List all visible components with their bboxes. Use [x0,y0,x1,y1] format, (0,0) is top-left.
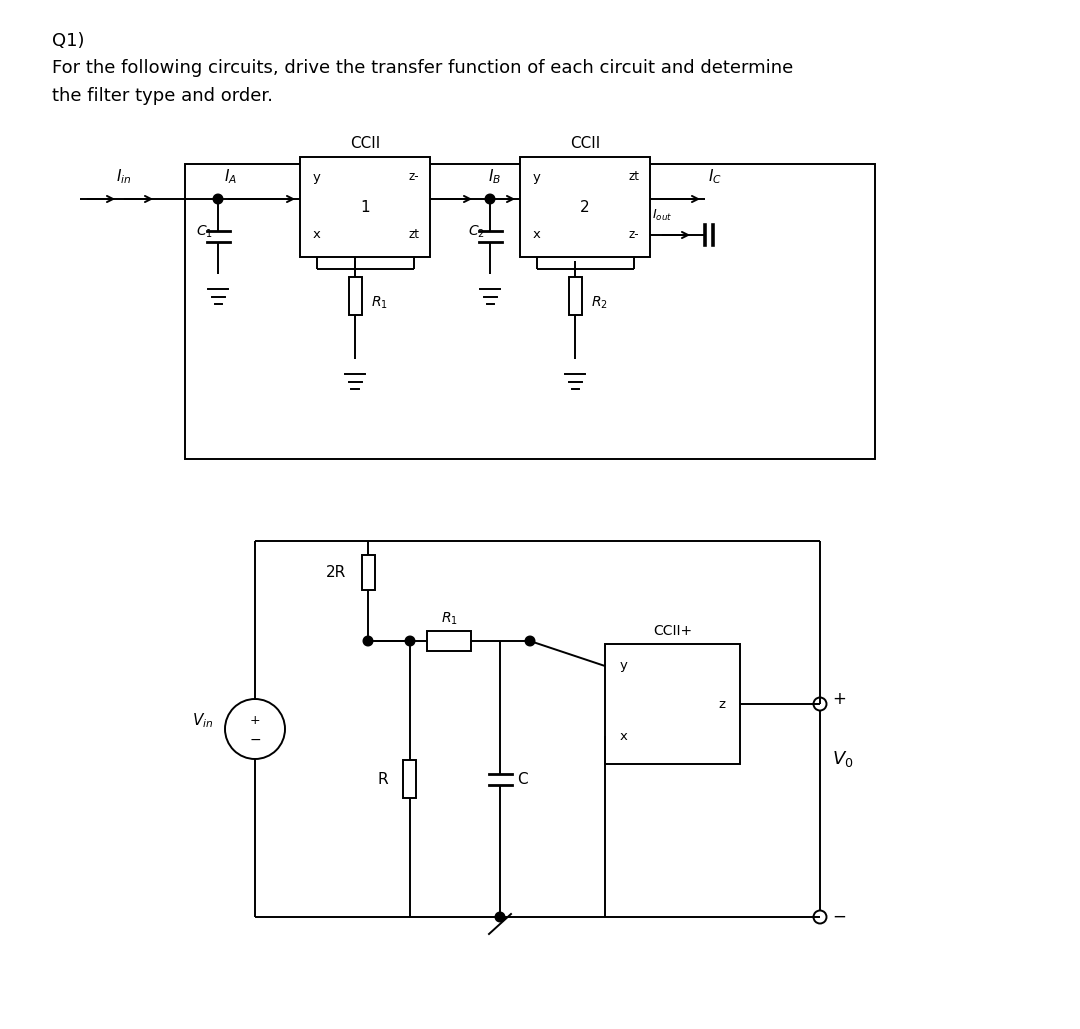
Text: z-: z- [629,228,639,242]
Text: C: C [517,772,528,786]
Circle shape [405,636,415,646]
Text: $V_0$: $V_0$ [832,749,853,769]
Text: the filter type and order.: the filter type and order. [52,87,273,105]
Text: +: + [832,690,846,708]
Text: y: y [534,171,541,183]
Text: $I_B$: $I_B$ [488,168,501,186]
Circle shape [815,699,825,709]
Text: $R_2$: $R_2$ [591,294,608,311]
Bar [427,631,471,651]
Circle shape [813,698,826,710]
Text: +: + [249,713,260,726]
Text: −: − [832,908,846,926]
Bar [349,277,362,315]
Text: x: x [313,228,321,242]
Circle shape [363,636,373,646]
Text: CCII: CCII [350,136,380,151]
Bar [185,164,875,459]
Text: $C_1$: $C_1$ [197,223,213,240]
Text: $R_1$: $R_1$ [441,610,458,627]
Bar [300,157,430,257]
Text: $C_2$: $C_2$ [468,223,485,240]
Bar [605,644,740,764]
Text: z: z [718,698,726,710]
Text: CCII+: CCII+ [653,624,692,638]
Text: 2: 2 [580,200,590,214]
Text: −: − [249,733,260,747]
Circle shape [225,699,285,759]
Text: CCII: CCII [570,136,600,151]
Text: $V_{in}$: $V_{in}$ [191,712,213,731]
Text: x: x [620,730,627,743]
Circle shape [813,911,826,923]
Text: 1: 1 [361,200,369,214]
Text: Q1): Q1) [52,32,84,50]
Bar [404,760,417,799]
Text: $R_1$: $R_1$ [372,294,388,311]
Text: $I_{out}$: $I_{out}$ [652,208,672,223]
Circle shape [525,636,535,646]
Text: $I_C$: $I_C$ [708,168,721,186]
Text: zt: zt [629,171,639,183]
Bar [362,556,375,590]
Circle shape [213,194,222,204]
Bar [519,157,650,257]
Bar [568,277,581,315]
Text: z-: z- [408,171,419,183]
Text: $I_A$: $I_A$ [224,168,237,186]
Text: x: x [534,228,541,242]
Circle shape [485,194,495,204]
Text: $I_{in}$: $I_{in}$ [117,168,132,186]
Text: y: y [620,660,627,673]
Text: R: R [377,772,388,786]
Circle shape [496,912,504,922]
Text: zt: zt [408,228,419,242]
Text: y: y [313,171,321,183]
Text: 2R: 2R [326,565,346,580]
Text: For the following circuits, drive the transfer function of each circuit and dete: For the following circuits, drive the tr… [52,59,793,77]
